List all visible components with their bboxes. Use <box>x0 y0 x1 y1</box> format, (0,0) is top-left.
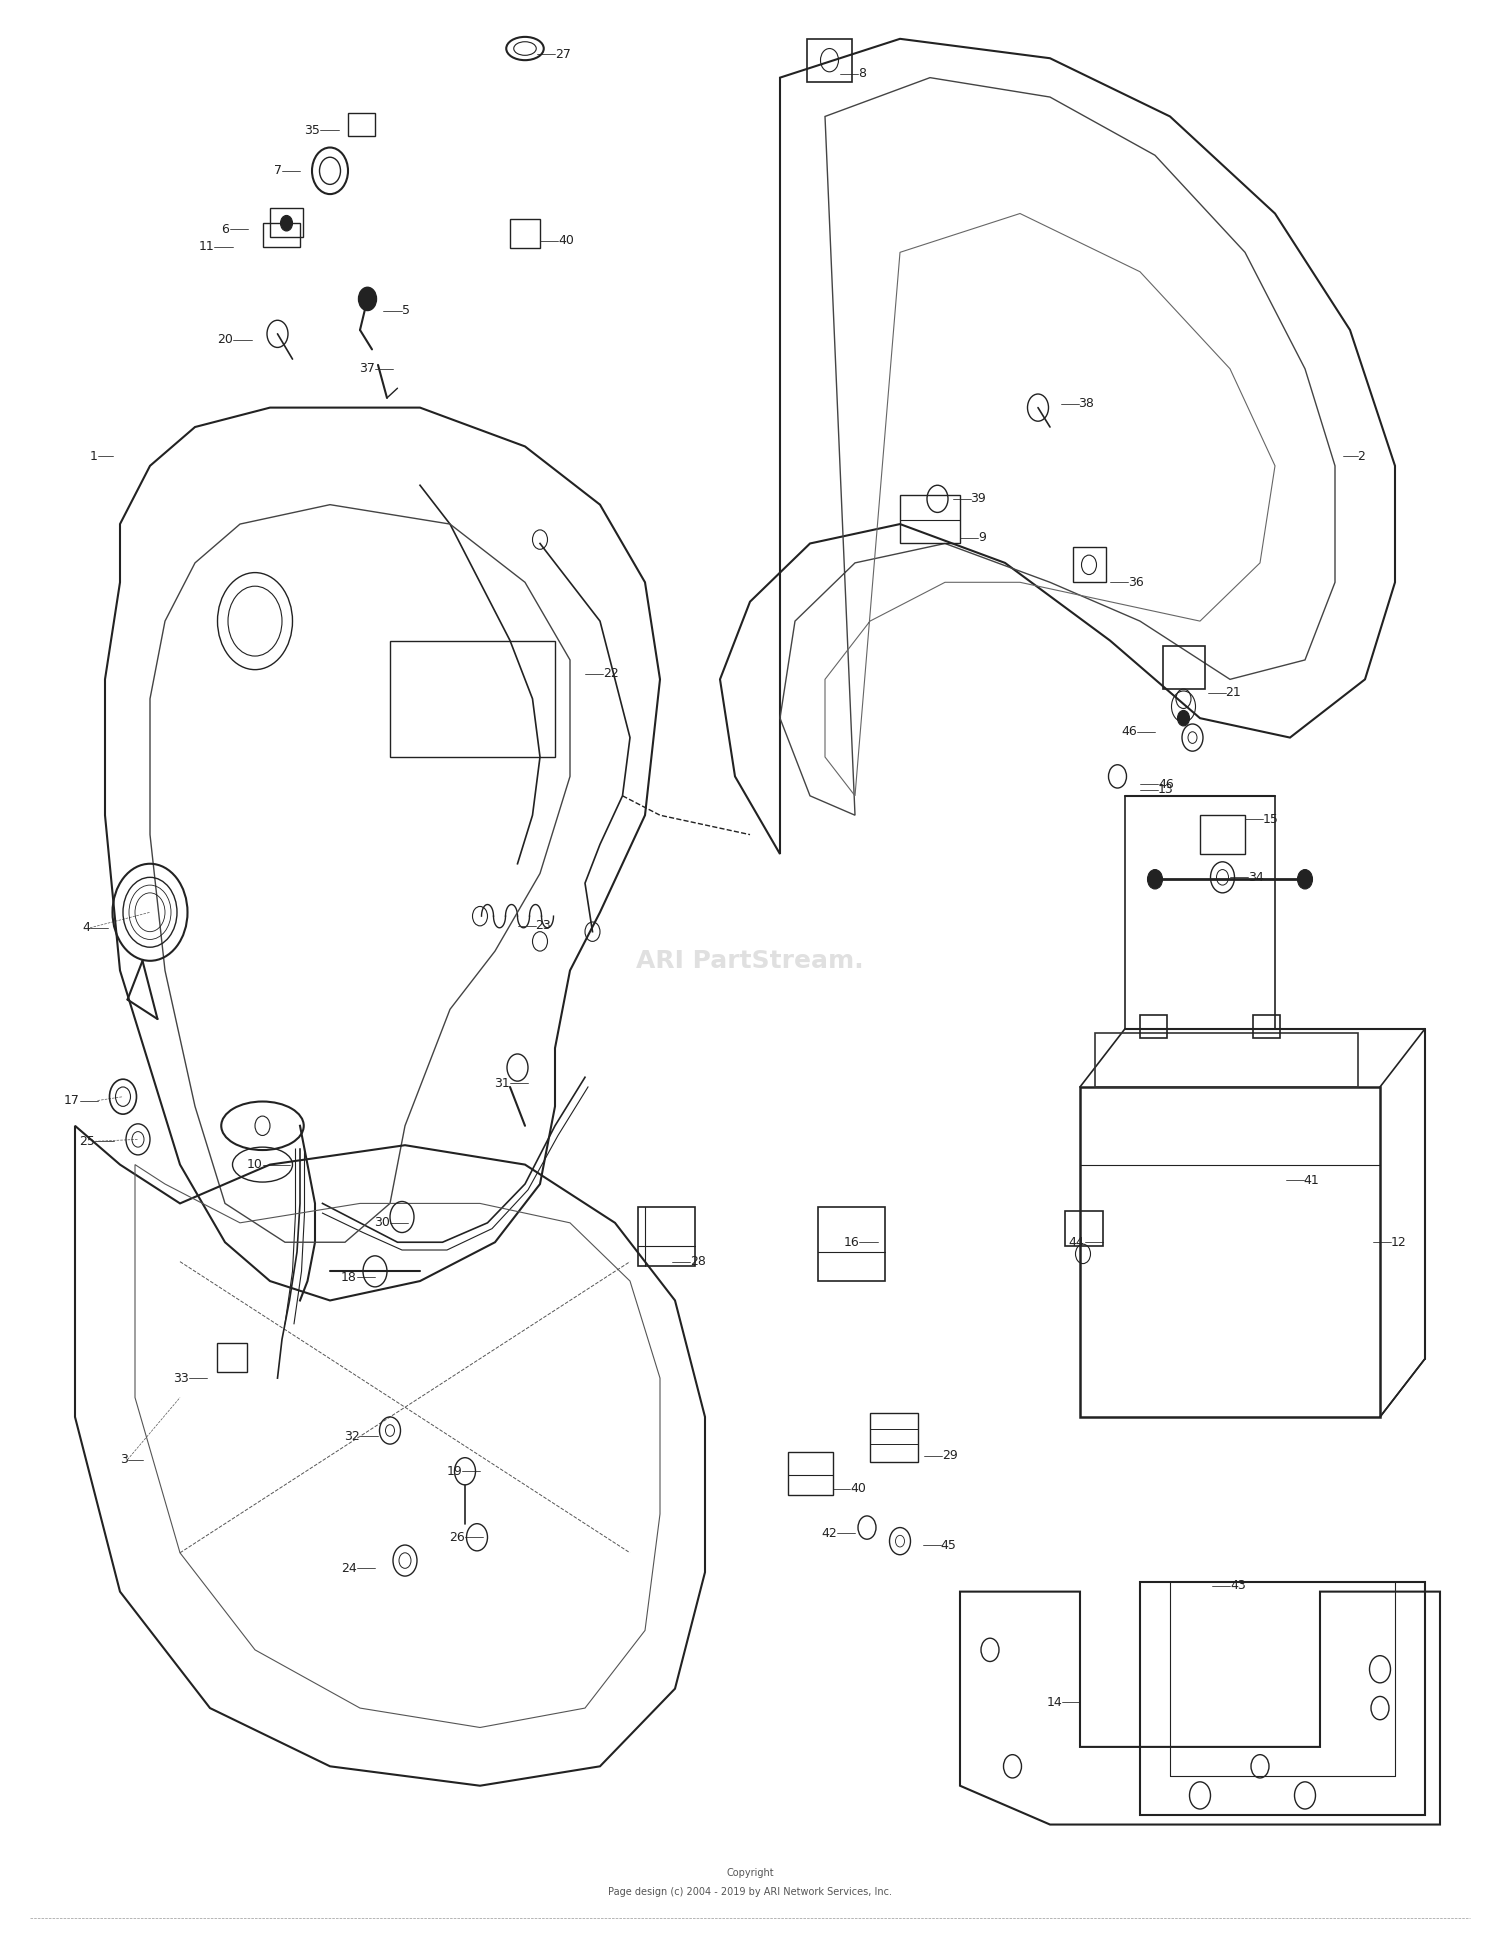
Text: 37: 37 <box>358 363 375 375</box>
Text: 23: 23 <box>536 920 552 932</box>
Bar <box>217 1343 248 1372</box>
Bar <box>1065 1211 1102 1246</box>
Bar <box>638 1207 694 1266</box>
Text: 16: 16 <box>843 1236 860 1248</box>
Text: ARI PartStream.: ARI PartStream. <box>636 949 864 972</box>
Text: 46: 46 <box>1158 778 1173 790</box>
Bar <box>1162 646 1204 689</box>
Text: 36: 36 <box>1128 576 1143 588</box>
Circle shape <box>1178 710 1190 726</box>
Bar <box>900 495 960 543</box>
Bar <box>1140 1015 1167 1038</box>
Text: 3: 3 <box>120 1454 128 1465</box>
Text: 42: 42 <box>822 1528 837 1539</box>
Circle shape <box>358 287 376 311</box>
Text: 40: 40 <box>850 1483 867 1495</box>
Text: 4: 4 <box>82 922 90 934</box>
Bar <box>818 1207 885 1281</box>
Circle shape <box>280 215 292 231</box>
Text: 43: 43 <box>1230 1580 1245 1592</box>
Text: 33: 33 <box>172 1372 189 1384</box>
Text: 31: 31 <box>495 1077 510 1089</box>
Text: 38: 38 <box>1078 398 1095 410</box>
Bar <box>348 113 375 136</box>
Text: 20: 20 <box>216 334 232 345</box>
Bar <box>788 1452 832 1495</box>
Text: 15: 15 <box>1263 813 1280 825</box>
Text: 30: 30 <box>374 1217 390 1229</box>
Text: 41: 41 <box>1304 1174 1320 1186</box>
Bar <box>1095 1033 1358 1087</box>
Bar <box>390 641 555 757</box>
Text: 14: 14 <box>1047 1696 1062 1708</box>
Circle shape <box>1148 870 1162 889</box>
Text: 39: 39 <box>970 493 987 505</box>
Text: 9: 9 <box>978 532 986 543</box>
Text: Copyright: Copyright <box>726 1867 774 1879</box>
Text: 35: 35 <box>303 124 320 136</box>
Text: 10: 10 <box>246 1159 262 1170</box>
Bar <box>1252 1015 1280 1038</box>
Text: 25: 25 <box>78 1135 94 1147</box>
Bar <box>270 208 303 237</box>
Text: 11: 11 <box>198 241 214 252</box>
Text: 21: 21 <box>1226 687 1242 699</box>
Text: 27: 27 <box>555 49 572 60</box>
Text: 34: 34 <box>1248 872 1263 883</box>
Text: 6: 6 <box>222 223 230 235</box>
Text: 24: 24 <box>340 1563 357 1574</box>
Text: 29: 29 <box>942 1450 957 1462</box>
Text: 45: 45 <box>940 1539 957 1551</box>
Text: 2: 2 <box>1358 450 1365 462</box>
Text: 32: 32 <box>344 1431 360 1442</box>
Text: 13: 13 <box>1158 784 1173 796</box>
Text: 46: 46 <box>1120 726 1137 738</box>
Text: 1: 1 <box>90 450 98 462</box>
Text: 28: 28 <box>690 1256 706 1267</box>
Bar <box>870 1413 918 1462</box>
Bar <box>1200 815 1245 854</box>
Text: 8: 8 <box>858 68 865 80</box>
Circle shape <box>1298 870 1312 889</box>
Text: 17: 17 <box>63 1095 80 1106</box>
Bar <box>510 219 540 248</box>
Text: 18: 18 <box>340 1271 357 1283</box>
Text: 44: 44 <box>1068 1236 1084 1248</box>
Text: 5: 5 <box>402 305 410 316</box>
Text: 22: 22 <box>603 668 618 679</box>
Text: 12: 12 <box>1390 1236 1407 1248</box>
Text: 26: 26 <box>450 1531 465 1543</box>
Text: 7: 7 <box>274 165 282 177</box>
Text: Page design (c) 2004 - 2019 by ARI Network Services, Inc.: Page design (c) 2004 - 2019 by ARI Netwo… <box>608 1887 892 1898</box>
Bar <box>1072 547 1106 582</box>
Bar <box>807 39 852 82</box>
Text: 40: 40 <box>558 235 574 247</box>
Text: 19: 19 <box>447 1465 462 1477</box>
Bar <box>262 223 300 247</box>
